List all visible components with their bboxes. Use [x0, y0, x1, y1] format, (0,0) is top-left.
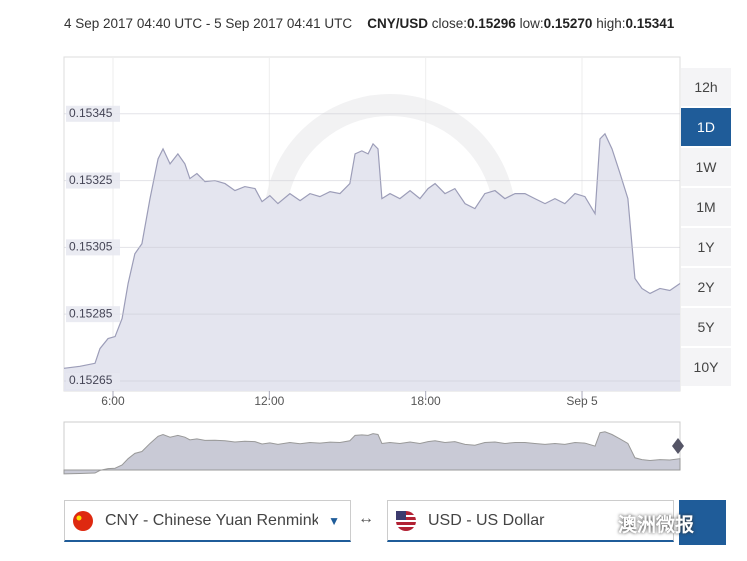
flag-cn — [73, 510, 93, 531]
range-button[interactable]: 1Y — [681, 228, 731, 266]
low-label: low: — [519, 16, 544, 31]
header: 4 Sep 2017 04:40 UTC - 5 Sep 2017 04:41 … — [64, 16, 674, 31]
y-tick-label: 0.15345 — [69, 106, 113, 120]
x-tick-label: 6:00 — [101, 394, 125, 408]
area — [64, 133, 680, 391]
x-tick-label: 12:00 — [254, 394, 284, 408]
navigator-handle — [672, 438, 684, 454]
x-tick-label: Sep 5 — [566, 394, 598, 408]
range-buttons: 12h 1D 1W 1M 1Y 2Y 5Y 10Y — [681, 68, 731, 388]
y-tick-label-bg — [66, 105, 120, 122]
watermark: 澳洲微报 — [618, 515, 695, 536]
range-button[interactable]: 2Y — [681, 268, 731, 306]
high-label: high: — [596, 16, 626, 31]
range-button[interactable]: 5Y — [681, 308, 731, 346]
flag-us — [396, 510, 416, 531]
navigator-area — [63, 431, 681, 475]
y-tick-label: 0.15305 — [69, 240, 113, 254]
date-range: 4 Sep 2017 04:40 UTC - 5 Sep 2017 04:41 … — [64, 16, 353, 31]
range-button[interactable]: 1D — [681, 108, 731, 146]
y-tick-label: 0.15265 — [69, 373, 113, 387]
range-button[interactable]: 1W — [681, 148, 731, 186]
to-currency: USD - US Dollar — [428, 511, 545, 529]
to-select[interactable]: USD - US Dollar — [387, 500, 674, 542]
y-tick-label-bg — [66, 372, 120, 389]
x-tick-label: 18:00 — [411, 394, 441, 408]
range-button[interactable]: 12h — [681, 68, 731, 106]
y-tick-label-bg — [66, 239, 120, 256]
y-tick-label-bg — [66, 172, 120, 189]
chart: 6:00 12:00 18:00 Sep 5 0.15265 0.15285 0.15305… — [63, 56, 684, 475]
convert-button[interactable] — [679, 500, 726, 545]
range-button[interactable]: 1M — [681, 188, 731, 226]
dropdown-arrow: ▼ — [328, 513, 340, 528]
close-value: 0.15296 — [467, 16, 516, 31]
swap-icon[interactable]: ↔ — [358, 510, 374, 527]
line — [63, 132, 681, 369]
range-button[interactable]: 10Y — [681, 348, 731, 386]
pair: CNY/USD — [367, 16, 428, 31]
close-label: close: — [431, 16, 468, 31]
from-currency: CNY - Chinese Yuan Renmink — [105, 511, 319, 529]
y-tick-label: 0.15325 — [69, 173, 113, 187]
y-tick-label: 0.15285 — [69, 306, 113, 320]
high-value: 0.15341 — [625, 16, 675, 31]
y-tick-label-bg — [66, 306, 120, 323]
low-value: 0.15270 — [543, 16, 593, 31]
from-select[interactable]: CNY - Chinese Yuan Renmink ▼ — [64, 500, 351, 542]
